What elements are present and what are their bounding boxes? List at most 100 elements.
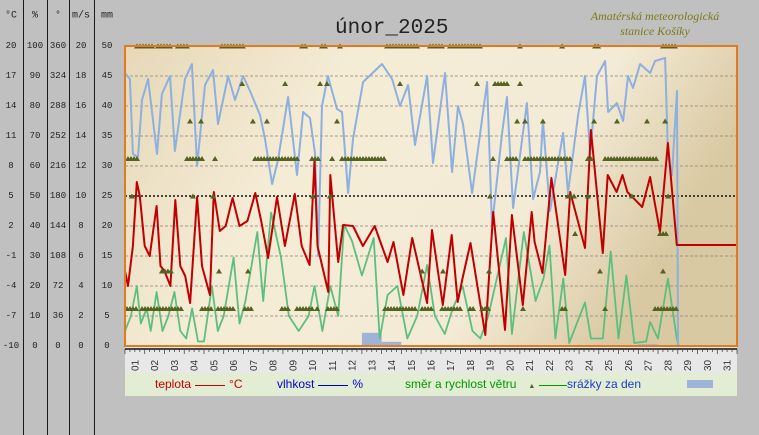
wind-direction-marker <box>412 306 418 311</box>
wind-direction-marker <box>216 268 222 274</box>
x-axis-day-label: 28 <box>663 359 674 371</box>
x-axis-day-label: 02 <box>150 359 161 371</box>
axis-tick-wind_speed: 16 <box>75 101 87 111</box>
x-axis-day-label: 15 <box>407 359 418 371</box>
wind-direction-marker <box>381 156 387 161</box>
wind-direction-marker <box>486 268 492 274</box>
wind-speed-line <box>124 211 737 347</box>
wind-direction-marker <box>245 268 251 274</box>
wind-direction-marker <box>309 306 315 311</box>
wind-direction-marker <box>334 118 340 124</box>
wind-direction-marker <box>567 156 573 161</box>
wind-direction-marker <box>644 118 650 124</box>
legend-humidity-label: vlhkost <box>277 377 315 391</box>
axis-tick-humidity: 90 <box>29 71 41 81</box>
wind-direction-marker <box>597 268 603 274</box>
wind-direction-marker <box>520 306 526 311</box>
axis-tick-humidity: 0 <box>32 341 38 351</box>
legend-wind: směr a rychlost větru ▲ <box>405 377 571 391</box>
wind-direction-marker <box>326 193 333 199</box>
x-axis-day-label: 16 <box>427 359 438 371</box>
wind-direction-marker <box>230 306 236 311</box>
wind-direction-marker <box>294 156 301 161</box>
wind-direction-marker <box>490 156 496 161</box>
wind-direction-marker <box>487 193 493 199</box>
x-axis-day-label: 21 <box>525 359 536 371</box>
wind-direction-marker <box>249 118 256 124</box>
wind-direction-marker <box>562 306 569 311</box>
wind-direction-marker <box>282 81 289 86</box>
axis-tick-temperature: 8 <box>8 161 14 171</box>
wind-direction-marker <box>485 306 492 311</box>
x-axis-day-label: 30 <box>703 359 714 371</box>
legend-temperature-unit: °C <box>229 377 243 391</box>
wind-direction-marker <box>189 193 196 199</box>
axis-tick-direction: 0 <box>55 341 61 351</box>
wind-direction-marker <box>263 118 270 124</box>
wind-direction-marker <box>514 118 521 124</box>
wind-direction-marker <box>660 268 666 274</box>
axis-tick-humidity: 30 <box>29 251 41 261</box>
x-axis-day-label: 10 <box>308 359 319 371</box>
wind-direction-marker <box>591 118 598 124</box>
axis-tick-wind_speed: 12 <box>75 161 87 171</box>
legend-humidity: vlhkost% <box>277 377 363 391</box>
axis-divider <box>23 0 24 435</box>
x-axis-day-label: 01 <box>130 359 141 371</box>
axis-tick-wind_speed: 8 <box>78 221 84 231</box>
wind-direction-marker <box>522 118 528 124</box>
axis-tick-humidity: 40 <box>29 221 41 231</box>
legend-humidity-unit: % <box>352 377 364 391</box>
axis-tick-temperature: 14 <box>5 101 17 111</box>
wind-direction-marker <box>212 156 218 161</box>
axis-tick-wind_speed: 2 <box>78 311 84 321</box>
legend-wind-label: směr a rychlost větru <box>405 377 517 391</box>
axis-tick-temperature: -10 <box>2 341 20 351</box>
x-axis-day-label: 13 <box>367 359 378 371</box>
x-axis-day-label: 23 <box>565 359 576 371</box>
axis-tick-direction: 324 <box>49 71 67 81</box>
x-axis-day-label: 03 <box>170 359 181 371</box>
axis-tick-humidity: 10 <box>29 311 41 321</box>
wind-direction-marker <box>419 268 426 274</box>
axis-tick-wind_speed: 4 <box>78 281 84 291</box>
x-axis-day-label: 08 <box>269 359 280 371</box>
wind-direction-marker <box>210 193 216 199</box>
axis-tick-temperature: -1 <box>5 251 17 261</box>
x-axis-day-label: 12 <box>348 359 359 371</box>
axis-tick-temperature: 17 <box>5 71 17 81</box>
axis-tick-precipitation: 5 <box>104 311 110 321</box>
wind-direction-marker <box>187 118 193 124</box>
axis-tick-wind_speed: 6 <box>78 251 84 261</box>
x-axis-day-label: 05 <box>209 359 220 371</box>
legend-precipitation: srážky za den <box>567 377 641 391</box>
precipitation-bar <box>361 332 382 346</box>
axis-tick-temperature: -7 <box>5 311 17 321</box>
axis-divider <box>47 0 48 435</box>
axis-tick-precipitation: 10 <box>101 281 113 291</box>
axis-tick-humidity: 100 <box>26 41 44 51</box>
wind-direction-marker <box>199 156 205 161</box>
legend-temperature-label: teplota <box>155 377 192 391</box>
wind-direction-marker <box>673 306 680 311</box>
x-axis-day-label: 17 <box>446 359 457 371</box>
axis-tick-wind_speed: 18 <box>75 71 87 81</box>
wind-direction-marker <box>324 81 330 86</box>
wind-direction-marker <box>248 306 254 311</box>
wind-direction-marker <box>663 231 669 236</box>
wind-direction-marker <box>239 81 246 86</box>
legend: teplota °C vlhkost% směr a rychlost větru… <box>125 373 737 396</box>
axis-tick-humidity: 20 <box>29 281 41 291</box>
axis-tick-temperature: 11 <box>5 131 17 141</box>
wind-direction-marker <box>167 268 174 274</box>
wind-direction-marker <box>317 81 324 86</box>
wind-direction-marker <box>397 81 403 86</box>
axis-tick-humidity: 60 <box>29 161 41 171</box>
axis-unit-direction: ° <box>54 10 62 22</box>
x-axis-day-label: 22 <box>545 359 556 371</box>
axis-tick-direction: 144 <box>49 221 67 231</box>
axis-tick-wind_speed: 14 <box>75 131 87 141</box>
wind-direction-marker <box>134 156 140 161</box>
wind-direction-marker <box>208 306 214 311</box>
